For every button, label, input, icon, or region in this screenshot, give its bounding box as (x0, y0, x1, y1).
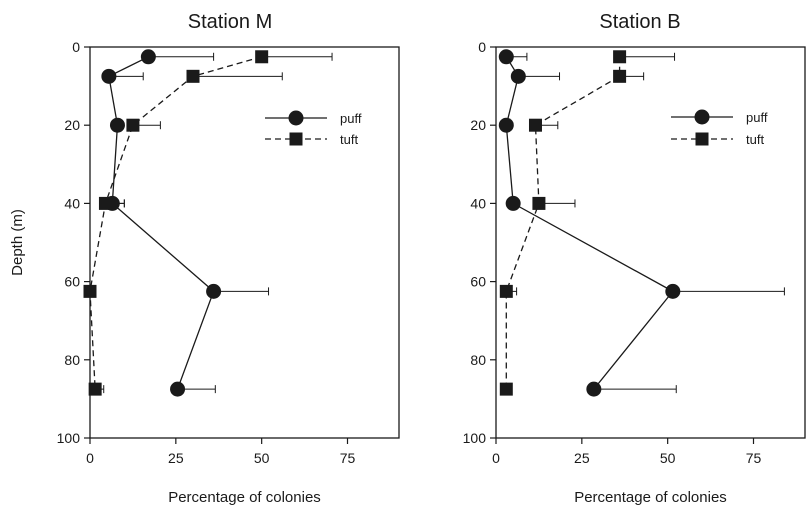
panel-1-y-tick-label: 40 (64, 195, 80, 211)
panel-1-legend-tuft-marker (289, 132, 303, 146)
panel-1-y-tick-label: 20 (64, 117, 80, 133)
panel-1-y-tick-label: 80 (64, 352, 80, 368)
panel-2-tuft-point (499, 382, 513, 396)
panel-1-plot-frame (89, 46, 400, 439)
panel-1-puff-point (109, 117, 125, 133)
panel-1-x-tick-label: 50 (254, 450, 270, 466)
panel-1-tuft-point (88, 382, 102, 396)
panel-1-tuft-point (83, 284, 97, 298)
panel-1-tuft-point (186, 69, 200, 83)
panel-2-legend-tuft-marker (695, 132, 709, 146)
panel-1-title: Station M (188, 11, 272, 33)
panel-1-puff-point (206, 283, 222, 299)
panel-1-legend-puff-marker (288, 110, 304, 126)
panel-1-puff-point (140, 49, 156, 65)
panel-1-y-axis-label: Depth (m) (9, 209, 26, 276)
panel-2-plot-frame (495, 46, 806, 439)
panel-2-y-tick-label: 0 (478, 39, 486, 55)
panel-2-y-tick-label: 80 (470, 352, 486, 368)
panel-2-y-tick-label: 60 (470, 274, 486, 290)
panel-1-puff-point (101, 68, 117, 84)
panel-2-y-tick-label: 40 (470, 195, 486, 211)
panel-1-puff-point (170, 381, 186, 397)
panel-1-legend: puff tuft (265, 110, 362, 147)
panel-2-puff-point (665, 283, 681, 299)
panel-1-x-tick-label: 75 (340, 450, 356, 466)
panel-2-puff-point (498, 49, 514, 65)
panel-1-x-axis-label: Percentage of colonies (168, 489, 321, 506)
panel-1-tuft-line (89, 56, 262, 390)
panel-1-puff-line (108, 56, 215, 390)
panel-1-tuft-point (126, 118, 140, 132)
panel-2-x-tick-label: 25 (574, 450, 590, 466)
panel-2-legend-puff-marker (694, 109, 710, 125)
panel-1-y-tick-label: 60 (64, 274, 80, 290)
panel-2-puff-point (510, 68, 526, 84)
panel-2-x-axis-label: Percentage of colonies (574, 489, 727, 506)
panel-2-x-tick-label: 0 (492, 450, 500, 466)
panel-2-y-tick-label: 100 (463, 430, 487, 446)
panel-2-y-tick-label: 20 (470, 117, 486, 133)
panel-2-tuft-point (499, 284, 513, 298)
panel-2-tuft-point (613, 69, 627, 83)
panel-1-x-tick-label: 0 (86, 450, 94, 466)
panel-1-tuft-point (255, 50, 269, 64)
panel-1-x-tick-label: 25 (168, 450, 184, 466)
panel-2-legend-puff-label: puff (746, 110, 768, 125)
panel-2-x-tick-label: 50 (660, 450, 676, 466)
panel-1-y-tick-label: 0 (72, 39, 80, 55)
panel-2-puff-line (505, 56, 674, 390)
panel-1-legend-puff-label: puff (340, 111, 362, 126)
panel-1-legend-tuft-label: tuft (340, 132, 358, 147)
panel-1-y-tick-label: 100 (57, 430, 81, 446)
panel-2: Station B 0 20 40 60 80 100 0 25 50 75 Percentage o… (463, 11, 806, 506)
panel-2-puff-point (505, 195, 521, 211)
panel-2-puff-point (498, 117, 514, 133)
panel-2-puff-point (586, 381, 602, 397)
panel-1-tuft-point (98, 196, 112, 210)
panel-2-legend-tuft-label: tuft (746, 132, 764, 147)
panel-2-x-tick-label: 75 (746, 450, 762, 466)
panel-2-legend: puff tuft (671, 109, 768, 147)
panel-2-tuft-point (613, 50, 627, 64)
panel-1: Station M 0 20 40 60 80 100 0 25 50 75 Percentage o… (9, 11, 400, 506)
panel-2-title: Station B (599, 11, 680, 33)
panel-2-tuft-point (528, 118, 542, 132)
panel-2-tuft-line (505, 56, 621, 390)
panel-2-tuft-point (532, 196, 546, 210)
